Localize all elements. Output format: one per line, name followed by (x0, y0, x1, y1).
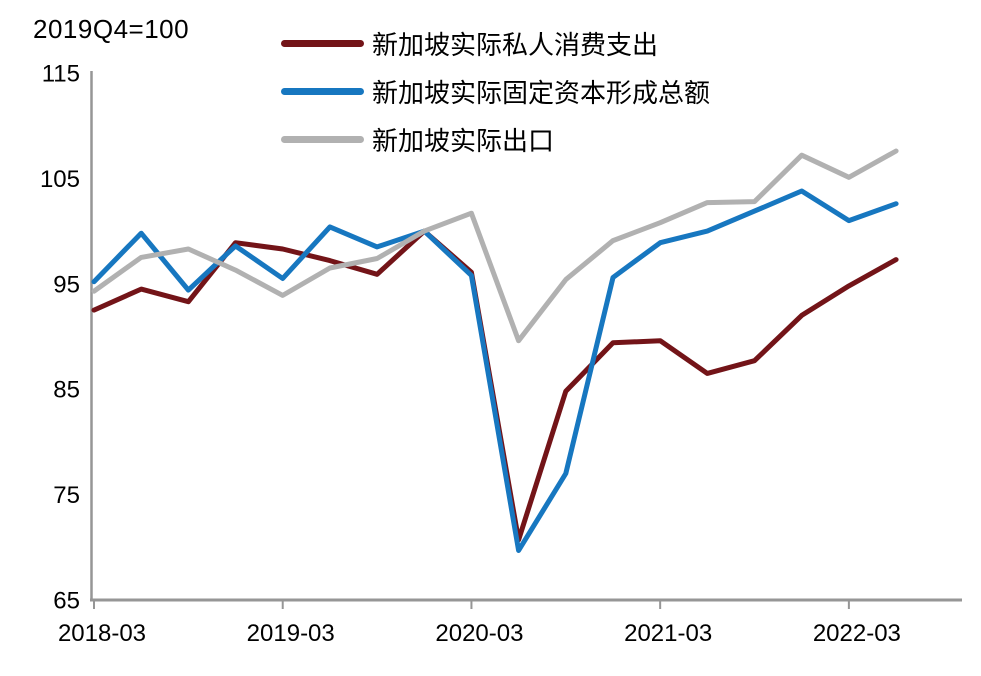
legend-item-2: 新加坡实际出口 (281, 115, 710, 163)
y-axis-label: 75 (53, 482, 80, 509)
x-axis-label: 2019-03 (247, 620, 335, 647)
y-axis-label: 85 (53, 377, 80, 404)
y-axis-label: 65 (53, 588, 80, 615)
y-axis-label: 105 (40, 166, 80, 193)
legend-swatch-1 (281, 87, 364, 95)
legend-swatch-2 (281, 135, 364, 143)
y-axis-label: 115 (42, 61, 80, 88)
x-axis-label: 2020-03 (435, 620, 523, 647)
legend-item-0: 新加坡实际私人消费支出 (281, 19, 710, 67)
series-line-2 (91, 148, 899, 344)
x-axis-label: 2018-03 (58, 620, 146, 647)
legend-item-1: 新加坡实际固定资本形成总额 (281, 67, 710, 115)
legend: 新加坡实际私人消费支出新加坡实际固定资本形成总额 新加坡实际出口 (281, 19, 710, 163)
x-axis-label: 2021-03 (624, 620, 712, 647)
legend-label-2: 新加坡实际出口 (372, 125, 555, 156)
legend-label-0: 新加坡实际私人消费支出 (372, 29, 659, 60)
y-axis-label: 95 (53, 271, 80, 298)
index-base-note: 2019Q4=100 (33, 14, 190, 44)
legend-swatch-0 (281, 39, 364, 47)
legend-label-1: 新加坡实际固定资本形成总额 (372, 77, 711, 108)
x-axis-label: 2022-03 (813, 620, 901, 647)
series-line-1 (91, 188, 899, 553)
